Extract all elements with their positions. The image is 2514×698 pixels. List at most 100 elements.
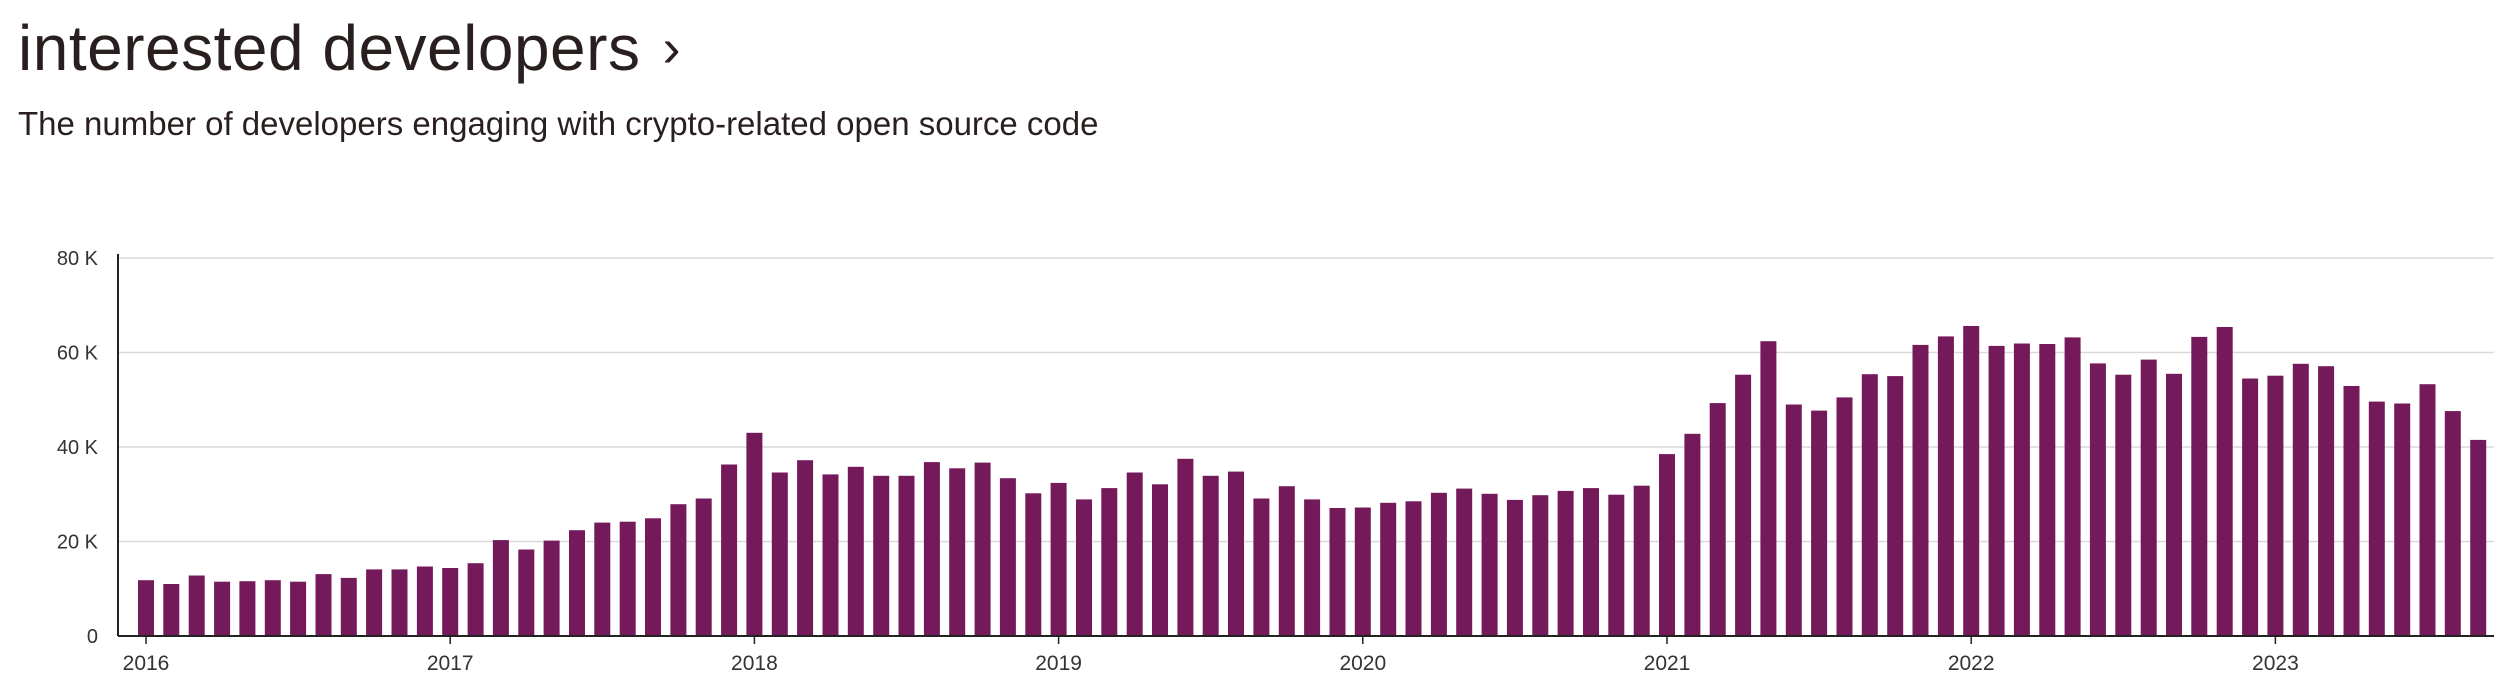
bar[interactable] <box>1304 499 1321 636</box>
bar[interactable] <box>2368 401 2385 636</box>
bar[interactable] <box>974 462 991 636</box>
bar[interactable] <box>2292 363 2309 636</box>
bar[interactable] <box>214 581 231 636</box>
bar[interactable] <box>1887 376 1904 636</box>
gridlines <box>118 257 2494 543</box>
bar[interactable] <box>1583 488 1599 636</box>
bar[interactable] <box>1659 454 1675 636</box>
bar[interactable] <box>2242 378 2259 637</box>
bar[interactable] <box>746 432 763 636</box>
x-tick-label: 2023 <box>2252 652 2299 675</box>
bar[interactable] <box>1557 490 1574 636</box>
bar[interactable] <box>1126 472 1143 637</box>
bar[interactable] <box>1988 345 2005 636</box>
bar[interactable] <box>822 474 839 636</box>
bar[interactable] <box>2140 359 2157 636</box>
bar[interactable] <box>619 521 636 636</box>
bar[interactable] <box>1228 471 1244 636</box>
y-tick-label: 0 <box>87 626 98 648</box>
bar[interactable] <box>1963 326 1980 636</box>
bar[interactable] <box>1608 494 1625 636</box>
bar[interactable] <box>797 460 814 636</box>
bar[interactable] <box>163 584 180 636</box>
bar[interactable] <box>1506 499 1523 636</box>
bar[interactable] <box>1278 486 1295 636</box>
bar[interactable] <box>2267 375 2284 636</box>
bar[interactable] <box>1456 488 1473 636</box>
bar[interactable] <box>1811 410 1828 636</box>
bar[interactable] <box>340 577 357 636</box>
bar[interactable] <box>1380 502 1397 636</box>
bar[interactable] <box>315 574 332 636</box>
bar[interactable] <box>2318 366 2335 636</box>
bar[interactable] <box>467 563 484 636</box>
bar[interactable] <box>1735 374 1752 636</box>
bar[interactable] <box>645 518 661 636</box>
bar[interactable] <box>1836 397 1853 636</box>
bar[interactable] <box>2064 337 2081 636</box>
bar[interactable] <box>1760 341 1777 636</box>
bar[interactable] <box>1253 498 1270 637</box>
bar[interactable] <box>1177 458 1194 636</box>
bar[interactable] <box>2039 344 2056 636</box>
bar[interactable] <box>1329 508 1346 636</box>
bar[interactable] <box>442 568 459 636</box>
title-link[interactable]: interested developers › <box>18 8 1099 88</box>
bar[interactable] <box>1405 501 1422 636</box>
bar[interactable] <box>138 580 154 636</box>
bar[interactable] <box>2216 327 2233 636</box>
bar[interactable] <box>366 569 383 636</box>
bar[interactable] <box>1709 403 1726 636</box>
bar[interactable] <box>1785 404 1802 637</box>
x-tick-label: 2018 <box>731 652 778 675</box>
bar[interactable] <box>290 581 307 636</box>
bar[interactable] <box>695 498 712 637</box>
bar[interactable] <box>1354 507 1371 637</box>
bar[interactable] <box>873 475 890 636</box>
bar[interactable] <box>492 540 509 636</box>
bar[interactable] <box>2419 384 2436 636</box>
bar[interactable] <box>518 549 535 637</box>
bar[interactable] <box>1430 492 1447 636</box>
bar[interactable] <box>416 566 433 637</box>
bar[interactable] <box>2115 374 2132 636</box>
bar[interactable] <box>721 464 738 637</box>
bar[interactable] <box>2470 439 2487 636</box>
bar[interactable] <box>2394 403 2411 637</box>
bar[interactable] <box>543 540 560 636</box>
bar[interactable] <box>1152 484 1168 636</box>
bar[interactable] <box>2444 411 2461 636</box>
bar[interactable] <box>1202 475 1219 636</box>
bar[interactable] <box>264 580 281 636</box>
bar[interactable] <box>1937 336 1954 636</box>
bar[interactable] <box>949 468 966 636</box>
bar[interactable] <box>2089 363 2106 636</box>
bar[interactable] <box>391 569 408 636</box>
bar[interactable] <box>569 530 585 636</box>
bar[interactable] <box>188 575 205 637</box>
chevron-right-icon[interactable]: › <box>662 18 681 78</box>
bar[interactable] <box>1861 374 1878 636</box>
bar[interactable] <box>898 475 915 636</box>
bar[interactable] <box>2013 343 2030 637</box>
bar[interactable] <box>2166 373 2182 636</box>
bar[interactable] <box>923 462 940 636</box>
bar[interactable] <box>239 581 256 636</box>
bar[interactable] <box>1912 344 1929 636</box>
bar[interactable] <box>1025 493 1042 636</box>
bar[interactable] <box>1532 495 1549 636</box>
bar[interactable] <box>1050 482 1067 636</box>
bar[interactable] <box>594 522 611 636</box>
bar[interactable] <box>1684 433 1701 636</box>
bar[interactable] <box>771 472 788 637</box>
bar[interactable] <box>847 466 864 636</box>
bar[interactable] <box>1481 493 1498 636</box>
bar[interactable] <box>1076 499 1092 636</box>
y-tick-label: 60 K <box>57 343 99 365</box>
bar[interactable] <box>1633 485 1650 636</box>
bar[interactable] <box>2191 336 2208 636</box>
bar[interactable] <box>2343 386 2360 636</box>
bar[interactable] <box>670 504 687 636</box>
bar[interactable] <box>999 478 1016 636</box>
bar[interactable] <box>1101 488 1118 636</box>
